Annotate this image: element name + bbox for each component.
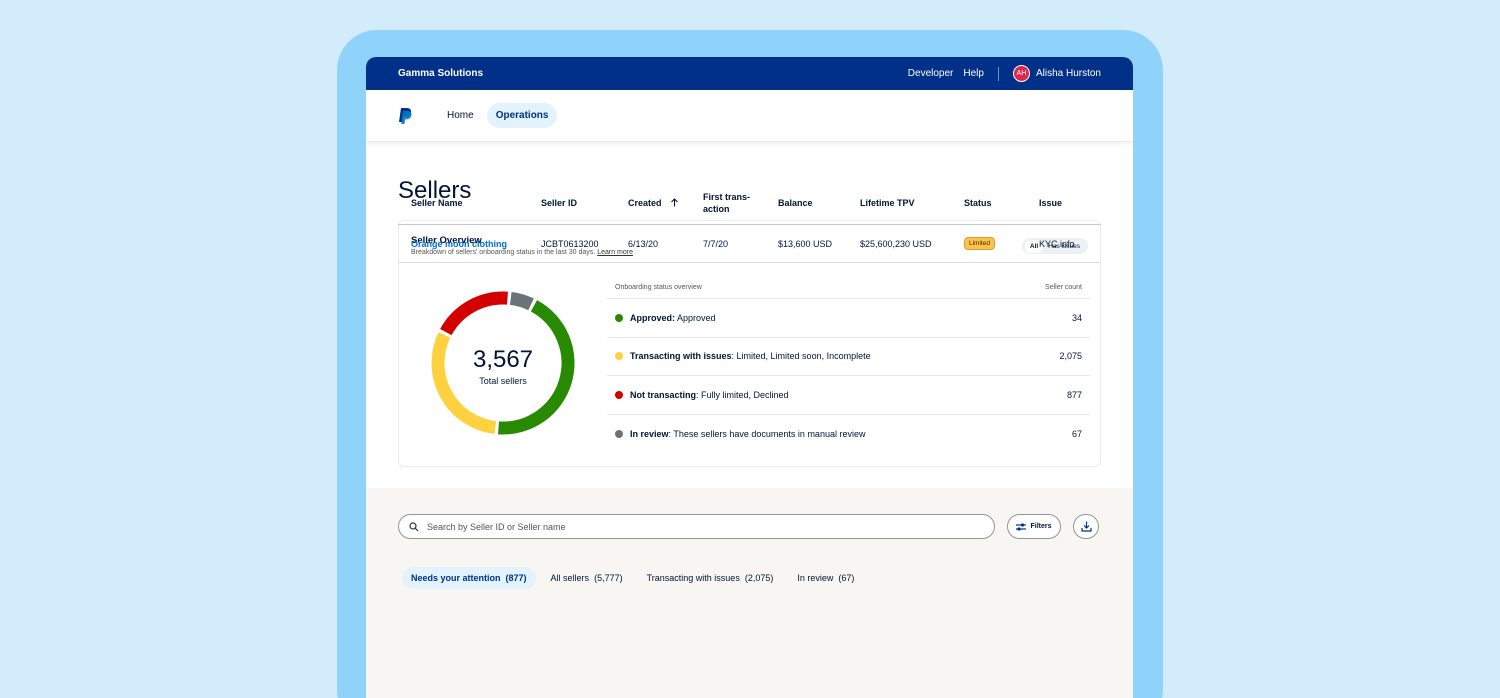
status-dot: [615, 429, 623, 438]
company-name: Gamma Solutions: [398, 68, 484, 79]
legend-status-header: Onboarding status overview: [615, 284, 702, 291]
tab-count: (2,075): [744, 573, 774, 583]
status-label: Approved:: [630, 312, 675, 323]
col-balance[interactable]: Balance: [778, 198, 813, 208]
overview-subtitle: Breakdown of sellers' onboarding status …: [411, 249, 633, 256]
donut-segment-transacting-issues: [431, 332, 497, 434]
status-legend: Onboarding status overview Seller count …: [607, 277, 1090, 453]
status-badge: Limited: [964, 237, 995, 250]
status-desc: Approved: [675, 312, 716, 323]
col-created[interactable]: Created: [628, 198, 679, 208]
status-label: Transacting with issues: [630, 351, 732, 362]
legend-row-transacting-issues: Transacting with issues: Limited, Limite…: [607, 338, 1090, 376]
table-row: Orange moon clothing JCBT0613200 6/13/20…: [398, 225, 1101, 263]
sellers-list-section: Search by Seller ID or Seller name Filte…: [366, 488, 1133, 698]
total-sellers-value: 3,567: [472, 346, 534, 373]
paypal-logo-icon: [399, 107, 412, 124]
legend-header: Onboarding status overview Seller count: [607, 277, 1090, 299]
status-label: In review: [630, 428, 669, 439]
learn-more-link[interactable]: Learn more: [597, 249, 633, 256]
balance-value: $13,600 USD: [778, 239, 833, 249]
donut-segment-in-review: [509, 292, 534, 311]
overview-subtitle-text: Breakdown of sellers' onboarding status …: [411, 249, 596, 256]
user-menu[interactable]: AH Alisha Hurston: [1012, 65, 1101, 82]
issue-value: KYC info: [1039, 239, 1075, 249]
status-dot: [615, 390, 623, 399]
legend-count-header: Seller count: [1045, 284, 1082, 291]
download-button[interactable]: [1073, 514, 1099, 539]
search-input[interactable]: Search by Seller ID or Seller name: [398, 514, 995, 539]
filters-button[interactable]: Filters: [1007, 514, 1061, 539]
page-title: Sellers: [398, 177, 472, 204]
main-nav: Home Operations: [366, 90, 1133, 142]
status-dot: [615, 313, 623, 322]
toggle-all[interactable]: All: [1024, 239, 1044, 253]
sliders-icon: [1016, 522, 1027, 531]
status-desc: : Limited, Limited soon, Incomplete: [731, 351, 871, 362]
status-desc: : Fully limited, Declined: [696, 389, 789, 400]
col-first-transaction[interactable]: First trans-action: [703, 191, 750, 215]
col-lifetime-tpv[interactable]: Lifetime TPV: [860, 198, 915, 208]
col-status[interactable]: Status: [964, 198, 992, 208]
legend-row-in-review: In review: These sellers have documents …: [607, 415, 1090, 454]
top-bar-actions: Developer Help AH Alisha Hurston: [908, 65, 1101, 82]
status-donut-chart: [431, 291, 575, 435]
col-issue[interactable]: Issue: [1039, 198, 1063, 208]
download-icon: [1080, 521, 1092, 532]
top-bar: Gamma Solutions Developer Help AH Alisha…: [366, 57, 1133, 90]
tab-label: Needs your attention: [411, 573, 501, 583]
avatar: AH: [1012, 65, 1030, 82]
user-name: Alisha Hurston: [1035, 68, 1101, 79]
tab-count: (5,777): [594, 573, 623, 583]
tab-label: All sellers: [550, 573, 590, 583]
overview-filter-toggle: All Has issues: [1021, 238, 1088, 254]
legend-row-approved: Approved: Approved 34: [607, 299, 1090, 338]
seller-overview-card: Seller Overview Breakdown of sellers' on…: [398, 220, 1101, 467]
col-first-line2: action: [703, 204, 730, 214]
donut-segment-not-transacting: [440, 291, 508, 336]
filters-label: Filters: [1030, 523, 1052, 530]
col-seller-id[interactable]: Seller ID: [541, 198, 578, 208]
status-count: 34: [1071, 312, 1082, 323]
toggle-has-issues[interactable]: Has issues: [1048, 242, 1080, 250]
tab-in-review[interactable]: In review (67): [788, 567, 863, 589]
status-label: Not transacting: [630, 389, 697, 400]
status-count: 2,075: [1059, 351, 1082, 362]
status-desc: : These sellers have documents in manual…: [668, 428, 866, 439]
seller-id: JCBT0613200: [541, 239, 599, 249]
overview-title: Seller Overview: [411, 235, 482, 246]
status-count: 67: [1071, 428, 1082, 439]
divider: [997, 66, 999, 81]
sort-arrow-up-icon: [671, 198, 678, 207]
search-placeholder: Search by Seller ID or Seller name: [427, 521, 566, 532]
first-transaction-date: 7/7/20: [703, 239, 729, 249]
developer-link[interactable]: Developer: [907, 68, 954, 79]
help-link[interactable]: Help: [963, 68, 984, 79]
col-first-line1: First trans-: [703, 192, 751, 202]
col-seller-name[interactable]: Seller Name: [411, 198, 463, 208]
tab-count: (877): [505, 573, 527, 583]
tab-needs-attention[interactable]: Needs your attention (877): [402, 567, 536, 589]
tab-label: In review: [797, 573, 834, 583]
created-date: 6/13/20: [628, 239, 659, 249]
app-window: Gamma Solutions Developer Help AH Alisha…: [366, 57, 1133, 698]
tab-all-sellers[interactable]: All sellers (5,777): [542, 567, 632, 589]
status-count: 877: [1066, 389, 1082, 400]
search-icon: [409, 521, 419, 531]
nav-home[interactable]: Home: [447, 110, 474, 121]
seller-name-link[interactable]: Orange moon clothing: [411, 239, 507, 249]
seller-tabs: Needs your attention (877) All sellers (…: [402, 567, 863, 589]
tab-transacting-issues[interactable]: Transacting with issues (2,075): [638, 567, 783, 589]
col-created-label: Created: [628, 198, 662, 208]
status-dot: [615, 352, 623, 361]
table-header: Seller Name Seller ID Created First tran…: [398, 183, 1101, 225]
nav-operations[interactable]: Operations: [486, 103, 558, 128]
legend-row-not-transacting: Not transacting: Fully limited, Declined…: [607, 376, 1090, 415]
tab-count: (67): [838, 573, 855, 583]
lifetime-tpv-value: $25,600,230 USD: [860, 239, 932, 249]
tab-label: Transacting with issues: [646, 573, 740, 583]
total-sellers-label: Total sellers: [479, 376, 527, 386]
donut-segment-approved: [498, 300, 575, 435]
